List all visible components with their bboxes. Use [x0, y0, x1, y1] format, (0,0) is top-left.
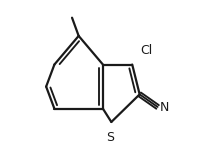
Text: S: S — [107, 131, 115, 144]
Text: N: N — [160, 101, 169, 114]
Text: Cl: Cl — [140, 44, 152, 57]
